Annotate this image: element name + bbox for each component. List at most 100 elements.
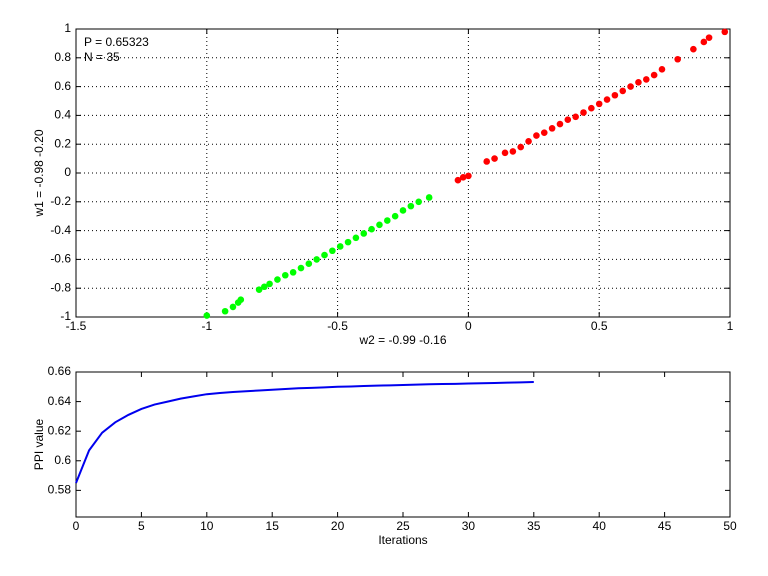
y-axis-label: w1 = -0.98 -0.20 (32, 129, 46, 217)
point (619, 87, 627, 95)
point (368, 225, 375, 233)
x-tick-label: 0 (465, 319, 472, 333)
point (352, 234, 360, 242)
point (540, 129, 548, 136)
point (313, 256, 320, 263)
x-tick-label: -1 (201, 319, 212, 333)
x-tick-label: 0.5 (591, 319, 608, 333)
point (399, 207, 407, 214)
point (611, 91, 619, 99)
point (415, 198, 422, 206)
x-tick-label: 1 (727, 319, 734, 333)
point (274, 276, 281, 283)
point (255, 286, 263, 293)
point (344, 238, 352, 246)
y-tick-label: 0.4 (54, 108, 71, 122)
point (321, 251, 328, 259)
point (705, 34, 713, 41)
x-tick-label: 15 (266, 519, 280, 533)
point (305, 260, 313, 268)
point (425, 194, 433, 201)
y-tick-label: 0.6 (54, 79, 71, 93)
x-tick-label: 10 (200, 519, 214, 533)
point (580, 109, 587, 116)
point (384, 217, 391, 224)
point (407, 202, 415, 210)
point (595, 100, 603, 108)
point (391, 212, 399, 220)
y-tick-label: 0.66 (48, 364, 72, 378)
point (674, 55, 681, 63)
y-tick-label: 0.8 (54, 50, 71, 64)
point (281, 271, 289, 279)
y-tick-label: -0.2 (50, 194, 71, 208)
point (501, 149, 509, 157)
point (548, 125, 556, 132)
x-tick-label: -1.5 (66, 319, 87, 333)
x-axis-label: Iterations (378, 533, 427, 547)
point (465, 172, 472, 180)
x-tick-label: 25 (396, 519, 410, 533)
point (650, 71, 658, 79)
point (556, 120, 564, 128)
x-tick-label: -0.5 (327, 319, 348, 333)
x-axis-label: w2 = -0.99 -0.16 (358, 333, 446, 347)
point (297, 264, 305, 272)
x-tick-label: 45 (658, 519, 672, 533)
point (237, 296, 245, 304)
point (509, 148, 517, 155)
point (261, 283, 268, 291)
y-tick-label: 0.64 (48, 394, 72, 408)
point (588, 104, 595, 112)
point (533, 132, 540, 139)
point (454, 176, 462, 184)
point (459, 174, 467, 181)
point (329, 247, 336, 255)
point (658, 66, 666, 73)
point (721, 28, 729, 36)
y-tick-label: -0.8 (50, 280, 71, 294)
y-tick-label: -1 (60, 309, 71, 323)
point (336, 243, 344, 250)
y-tick-label: -0.6 (50, 252, 71, 266)
x-tick-label: 0 (73, 519, 80, 533)
point (572, 113, 579, 121)
y-tick-label: 0.2 (54, 136, 71, 150)
point (221, 307, 229, 315)
x-tick-label: 30 (462, 519, 476, 533)
point (483, 158, 491, 165)
x-tick-label: 40 (593, 519, 607, 533)
plot-area (75, 28, 731, 318)
y-tick-label: 0.62 (48, 423, 72, 437)
y-tick-label: 0 (64, 165, 71, 179)
point (266, 280, 273, 288)
point (635, 78, 642, 86)
point (700, 38, 708, 46)
point (517, 143, 525, 151)
x-tick-label: 20 (331, 519, 345, 533)
y-tick-label: 0.58 (48, 483, 72, 497)
point (491, 155, 498, 162)
point (690, 45, 697, 53)
point (229, 303, 237, 311)
x-tick-label: 5 (138, 519, 145, 533)
point (289, 269, 297, 276)
plot-area (75, 371, 731, 518)
point (376, 221, 383, 229)
y-tick-label: 1 (64, 21, 71, 35)
line (75, 381, 534, 484)
point (525, 138, 532, 145)
annotation: P = 0.65323 (84, 35, 149, 49)
point (360, 230, 368, 237)
y-tick-label: 0.6 (54, 453, 71, 467)
annotation: N = 35 (84, 50, 120, 64)
y-axis-label: PPI value (32, 418, 46, 470)
point (564, 116, 572, 124)
point (627, 83, 634, 90)
x-tick-label: 50 (723, 519, 737, 533)
y-tick-label: -0.4 (50, 223, 71, 237)
point (203, 312, 211, 319)
point (642, 76, 650, 83)
x-tick-label: 35 (527, 519, 541, 533)
